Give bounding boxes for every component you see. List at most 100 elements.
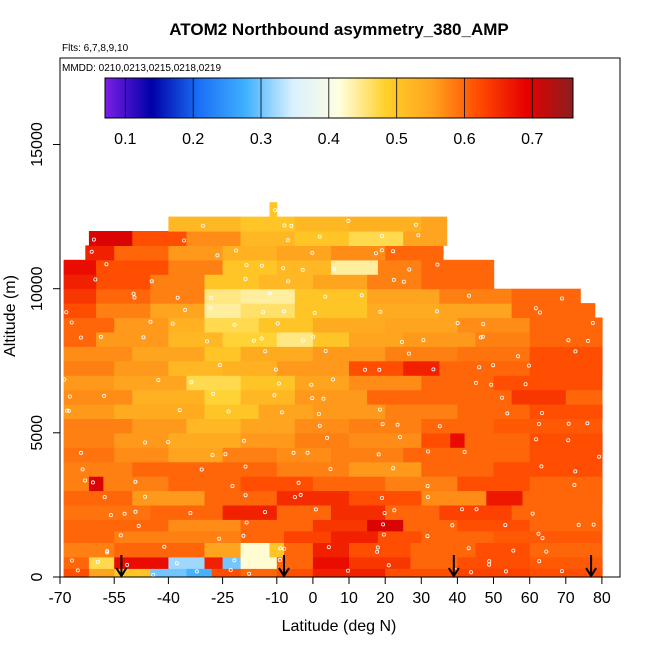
- heatmap-cell: [204, 461, 278, 477]
- x-tick-label: -25: [211, 590, 234, 607]
- sample-point: [382, 511, 387, 516]
- sample-point: [317, 423, 322, 428]
- heatmap-cell: [403, 231, 448, 246]
- x-tick-label: -40: [157, 590, 180, 607]
- sample-point: [166, 440, 171, 445]
- sample-point: [148, 319, 153, 324]
- heatmap-cell: [150, 568, 187, 578]
- colorbar-tick-label: 0.1: [114, 131, 136, 148]
- heatmap-cell: [258, 404, 314, 419]
- sample-point: [64, 310, 69, 315]
- heatmap-cell: [312, 331, 350, 347]
- heatmap-cell: [63, 432, 115, 448]
- x-tick-label: 30: [412, 590, 430, 607]
- heatmap-cell: [421, 259, 495, 275]
- sample-point: [278, 546, 283, 551]
- heatmap-cell: [312, 556, 350, 569]
- sample-point: [540, 410, 545, 415]
- heatmap-cell: [457, 447, 531, 463]
- sample-point: [487, 559, 492, 564]
- sample-point: [281, 266, 286, 271]
- sample-point: [434, 309, 439, 314]
- sample-point: [223, 452, 228, 457]
- heatmap-cell: [222, 245, 278, 261]
- heatmap-cell: [204, 346, 242, 362]
- heatmap-cell: [421, 375, 495, 391]
- sample-point: [511, 548, 516, 553]
- heatmap-cell: [103, 476, 169, 492]
- heatmap-cell: [511, 504, 603, 520]
- heatmap-cell: [150, 504, 224, 520]
- sample-point: [105, 549, 110, 554]
- heatmap-cell: [88, 568, 115, 578]
- heatmap-cell: [457, 568, 531, 578]
- heatmap-cell: [88, 556, 115, 569]
- heatmap-cell: [450, 432, 466, 448]
- sample-point: [200, 223, 205, 228]
- sample-point: [251, 338, 256, 343]
- heatmap-cell: [403, 331, 477, 347]
- heatmap-cell: [240, 231, 296, 246]
- sample-point: [149, 279, 154, 284]
- heatmap-cell: [168, 556, 206, 569]
- heatmap-cell: [276, 504, 332, 520]
- sample-point: [591, 522, 596, 527]
- heatmap-cell: [349, 375, 422, 391]
- heatmap-cell: [457, 404, 531, 419]
- sample-point: [75, 568, 80, 573]
- heatmap-cell: [276, 568, 314, 578]
- heatmap-cell: [529, 346, 603, 362]
- sample-point: [328, 466, 333, 471]
- heatmap-cell: [349, 216, 422, 232]
- sample-point: [215, 253, 220, 258]
- colorbar-gradient: [104, 77, 574, 119]
- sample-point: [143, 494, 148, 499]
- sample-point: [503, 569, 508, 574]
- sample-point: [175, 295, 180, 300]
- sample-point: [67, 394, 72, 399]
- heatmap-cell: [222, 504, 278, 520]
- sample-point: [325, 435, 330, 440]
- heatmap-cell: [276, 461, 350, 477]
- heatmap-cell: [168, 317, 206, 333]
- heatmap-cell: [421, 530, 495, 543]
- heatmap-cell: [377, 259, 422, 275]
- sample-point: [505, 411, 510, 416]
- sample-point: [204, 339, 209, 344]
- heatmap-cell: [63, 447, 115, 463]
- sample-point: [566, 438, 571, 443]
- heatmap-cell: [85, 245, 115, 261]
- heatmap-cell: [349, 432, 422, 448]
- sample-point: [143, 440, 148, 445]
- x-tick-label: 60: [521, 590, 539, 607]
- sample-point: [273, 208, 278, 213]
- sample-point: [539, 464, 544, 469]
- heatmap-cell: [294, 389, 368, 405]
- sample-point: [104, 262, 109, 267]
- sample-point: [500, 395, 505, 400]
- sample-point: [241, 533, 246, 538]
- heatmap-cell: [132, 461, 206, 477]
- sample-point: [377, 367, 382, 372]
- heatmap-cell: [96, 288, 151, 304]
- heatmap-cell: [168, 259, 224, 275]
- x-tick-label: -70: [48, 590, 71, 607]
- heatmap-cell: [240, 432, 296, 448]
- sample-point: [181, 238, 186, 243]
- heatmap-cell: [312, 317, 386, 333]
- sample-point: [380, 522, 385, 527]
- sample-point: [211, 391, 216, 396]
- heatmap-cell: [294, 432, 350, 448]
- heatmap-cell: [63, 519, 169, 532]
- sample-point: [426, 449, 431, 454]
- heatmap-cell: [240, 389, 296, 405]
- sample-point: [162, 544, 167, 549]
- sample-point: [125, 562, 130, 567]
- heatmap-cell: [331, 447, 404, 463]
- heatmap-cell: [96, 274, 151, 290]
- heatmap-cell: [168, 216, 242, 232]
- sample-point: [379, 495, 384, 500]
- heatmap-cell: [331, 259, 379, 275]
- heatmap-cell: [294, 418, 350, 434]
